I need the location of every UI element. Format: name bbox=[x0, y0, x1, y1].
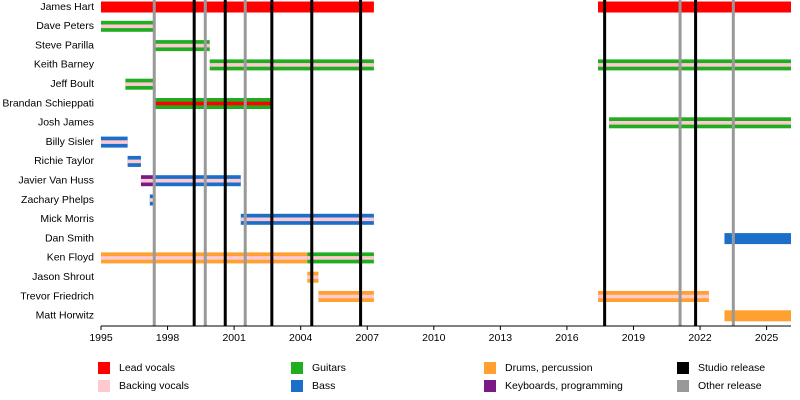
member-name: Steve Parilla bbox=[35, 39, 94, 51]
x-tick-label: 2016 bbox=[555, 332, 579, 344]
legend-swatch bbox=[291, 380, 303, 392]
member-name: Keith Barney bbox=[34, 59, 95, 71]
legend-label: Other release bbox=[698, 380, 762, 392]
legend-label: Guitars bbox=[312, 362, 346, 374]
period-stripe bbox=[101, 24, 155, 29]
member-name: Dan Smith bbox=[45, 232, 94, 244]
period-bar bbox=[724, 310, 791, 322]
x-tick-label: 2025 bbox=[755, 332, 779, 344]
period-stripe bbox=[240, 217, 374, 222]
legend-swatch bbox=[291, 362, 303, 374]
legend-swatch bbox=[98, 380, 110, 392]
period-bar bbox=[101, 1, 374, 13]
member-name: Ken Floyd bbox=[47, 252, 94, 264]
member-name: James Hart bbox=[40, 1, 94, 13]
period-stripe bbox=[307, 256, 374, 260]
member-name: Trevor Friedrich bbox=[20, 290, 94, 302]
member-name: Brandan Schieppati bbox=[2, 97, 94, 109]
x-tick-label: 1995 bbox=[89, 332, 113, 344]
period-stripe bbox=[127, 159, 141, 164]
period-stripe bbox=[140, 178, 155, 183]
x-tick-label: 2022 bbox=[688, 332, 712, 344]
member-name: Jeff Boult bbox=[50, 78, 94, 90]
legend-swatch bbox=[484, 362, 496, 374]
period-stripe bbox=[154, 43, 210, 48]
member-name: Javier Van Huss bbox=[18, 174, 94, 186]
x-tick-label: 2019 bbox=[622, 332, 646, 344]
x-tick-label: 2010 bbox=[422, 332, 446, 344]
period-stripe bbox=[318, 294, 374, 299]
member-name: Dave Peters bbox=[36, 20, 94, 32]
x-tick-label: 2013 bbox=[489, 332, 513, 344]
member-name: Josh James bbox=[38, 117, 94, 129]
member-name: Billy Sisler bbox=[46, 136, 95, 148]
legend-swatch bbox=[484, 380, 496, 392]
legend-swatch bbox=[677, 362, 689, 374]
member-name: Zachary Phelps bbox=[21, 194, 94, 206]
legend-label: Backing vocals bbox=[119, 380, 189, 392]
legend-label: Lead vocals bbox=[119, 362, 175, 374]
period-stripe bbox=[154, 178, 241, 183]
member-name: Richie Taylor bbox=[34, 155, 94, 167]
period-stripe bbox=[149, 198, 155, 202]
x-tick-label: 2004 bbox=[289, 332, 313, 344]
period-bar bbox=[724, 233, 791, 245]
period-stripe bbox=[597, 294, 709, 299]
period-stripe bbox=[154, 101, 273, 106]
period-stripe bbox=[609, 121, 791, 125]
legend-label: Bass bbox=[312, 380, 335, 392]
legend-label: Drums, percussion bbox=[505, 362, 593, 374]
period-stripe bbox=[125, 82, 155, 86]
member-name: Matt Horwitz bbox=[36, 310, 94, 322]
x-tick-label: 2007 bbox=[356, 332, 380, 344]
legend-swatch bbox=[98, 362, 110, 374]
x-tick-label: 2001 bbox=[222, 332, 246, 344]
x-tick-label: 1998 bbox=[156, 332, 180, 344]
legend-label: Keyboards, programming bbox=[505, 380, 623, 392]
legend-swatch bbox=[677, 380, 689, 392]
legend-label: Studio release bbox=[698, 362, 765, 374]
member-name: Jason Shrout bbox=[32, 271, 94, 283]
member-name: Mick Morris bbox=[40, 213, 94, 225]
period-stripe bbox=[101, 140, 128, 144]
period-stripe bbox=[209, 63, 374, 67]
